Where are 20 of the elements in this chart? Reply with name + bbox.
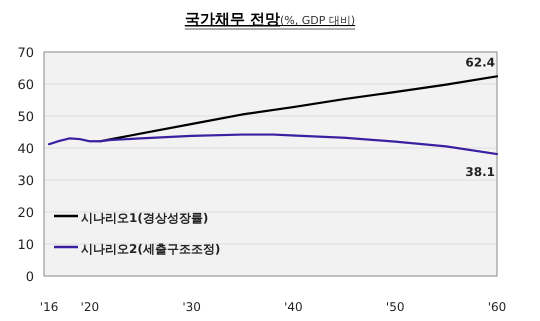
chart-subtitle: (%, GDP 대비): [280, 14, 356, 27]
x-tick-label: '16: [40, 300, 58, 314]
y-tick-label: 20: [17, 206, 34, 221]
x-tick-label: '40: [284, 300, 303, 314]
y-tick-label: 70: [17, 46, 34, 61]
y-tick-label: 30: [17, 174, 34, 189]
legend-label: 시나리오2(세출구조조정): [81, 242, 220, 256]
line-series: [48, 133, 498, 156]
x-tick-label: '50: [386, 300, 404, 314]
x-tick-label: '60: [488, 300, 506, 314]
x-tick-label: '20: [80, 300, 100, 314]
y-tick-label: 60: [17, 78, 34, 93]
y-tick-label: 0: [26, 270, 34, 285]
data-label: 62.4: [465, 55, 495, 70]
y-tick-label: 40: [17, 142, 34, 157]
data-label: 38.1: [465, 165, 495, 180]
y-tick-label: 10: [17, 238, 34, 253]
x-tick-label: '30: [182, 300, 201, 314]
y-tick-label: 50: [17, 110, 34, 125]
legend-label: 시나리오1(경상성장률): [81, 211, 208, 225]
